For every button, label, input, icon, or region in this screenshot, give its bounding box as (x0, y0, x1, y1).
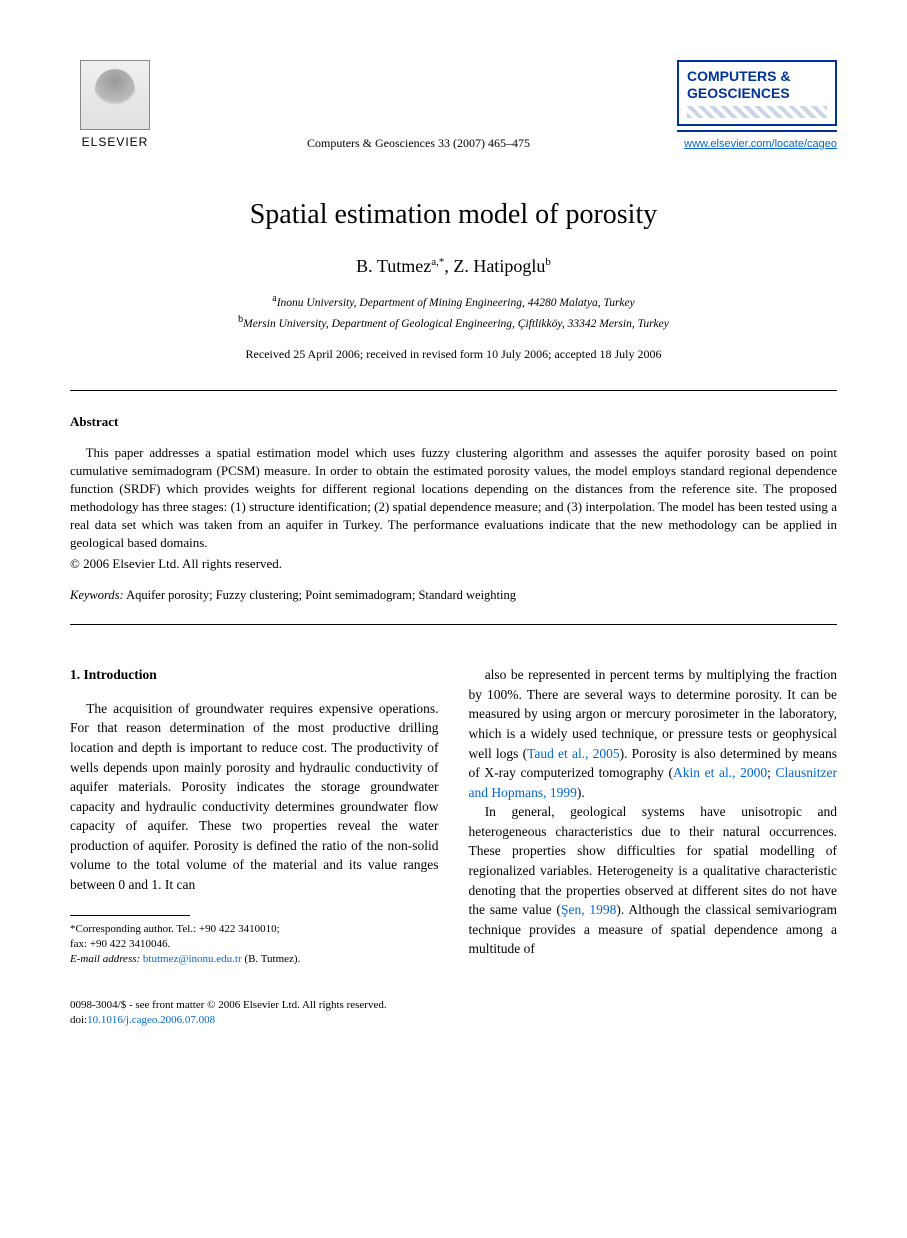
corresponding-author: *Corresponding author. Tel.: +90 422 341… (70, 922, 439, 937)
abstract-copyright: © 2006 Elsevier Ltd. All rights reserved… (70, 555, 837, 573)
intro-para-1-cont: also be represented in percent terms by … (469, 665, 838, 802)
abstract-heading: Abstract (70, 413, 837, 431)
citation-taud-2005[interactable]: Taud et al., 2005 (527, 746, 620, 761)
citation-sen-1998[interactable]: Şen, 1998 (561, 902, 616, 917)
keywords-label: Keywords: (70, 588, 124, 602)
publisher-logo: ELSEVIER (70, 60, 160, 160)
doi-line: doi:10.1016/j.cageo.2006.07.008 (70, 1013, 837, 1028)
author-2: Z. Hatipoglu (453, 256, 545, 276)
doi-label: doi: (70, 1014, 87, 1026)
journal-link-divider (677, 130, 837, 132)
journal-url-link[interactable]: www.elsevier.com/locate/cageo (684, 138, 837, 150)
author-2-affil-sup: b (545, 256, 551, 268)
issn-line: 0098-3004/$ - see front matter © 2006 El… (70, 998, 837, 1013)
section-heading-intro: 1. Introduction (70, 665, 439, 685)
doi-value[interactable]: 10.1016/j.cageo.2006.07.008 (87, 1014, 215, 1026)
intro-para-2: In general, geological systems have unis… (469, 802, 838, 959)
abstract-section: Abstract This paper addresses a spatial … (70, 413, 837, 573)
affiliations: aInonu University, Department of Mining … (70, 291, 837, 333)
col2-p2-a: In general, geological systems have unis… (469, 804, 838, 917)
affiliation-b: Mersin University, Department of Geologi… (243, 318, 669, 330)
journal-title-box: COMPUTERS & GEOSCIENCES (677, 60, 837, 126)
author-1: B. Tutmez (356, 256, 431, 276)
corresponding-email[interactable]: btutmez@inonu.edu.tr (143, 953, 242, 965)
email-line: E-mail address: btutmez@inonu.edu.tr (B.… (70, 952, 439, 967)
citation-akin-2000[interactable]: Akin et al., 2000 (673, 765, 767, 780)
journal-box-line2: GEOSCIENCES (687, 85, 827, 102)
header-row: ELSEVIER Computers & Geosciences 33 (200… (70, 60, 837, 160)
email-owner: (B. Tutmez). (244, 953, 300, 965)
abstract-text: This paper addresses a spatial estimatio… (70, 444, 837, 553)
authors: B. Tutmeza,*, Z. Hatipoglub (70, 254, 837, 279)
publisher-name: ELSEVIER (82, 134, 149, 151)
intro-para-1: The acquisition of groundwater requires … (70, 699, 439, 895)
col2-p1-d: ). (577, 785, 585, 800)
journal-box: COMPUTERS & GEOSCIENCES www.elsevier.com… (677, 60, 837, 153)
bottom-info: 0098-3004/$ - see front matter © 2006 El… (70, 998, 837, 1029)
article-title: Spatial estimation model of porosity (70, 195, 837, 234)
author-1-corr-sup: * (439, 256, 445, 268)
affiliation-a: Inonu University, Department of Mining E… (277, 297, 635, 309)
corresponding-fax: fax: +90 422 3410046. (70, 937, 439, 952)
footnotes: *Corresponding author. Tel.: +90 422 341… (70, 922, 439, 968)
keywords: Keywords: Aquifer porosity; Fuzzy cluste… (70, 587, 837, 605)
column-left: 1. Introduction The acquisition of groun… (70, 665, 439, 967)
journal-reference: Computers & Geosciences 33 (2007) 465–47… (307, 135, 530, 152)
rule-bottom (70, 624, 837, 625)
article-dates: Received 25 April 2006; received in revi… (70, 346, 837, 363)
rule-top (70, 390, 837, 391)
elsevier-tree-icon (80, 60, 150, 130)
body-columns: 1. Introduction The acquisition of groun… (70, 665, 837, 967)
footnote-separator (70, 915, 190, 916)
keywords-text: Aquifer porosity; Fuzzy clustering; Poin… (124, 588, 516, 602)
author-1-affil-sup: a, (431, 256, 439, 268)
col2-p1-c: ; (767, 765, 775, 780)
column-right: also be represented in percent terms by … (469, 665, 838, 967)
journal-box-line1: COMPUTERS & (687, 68, 827, 85)
email-label: E-mail address: (70, 953, 140, 965)
